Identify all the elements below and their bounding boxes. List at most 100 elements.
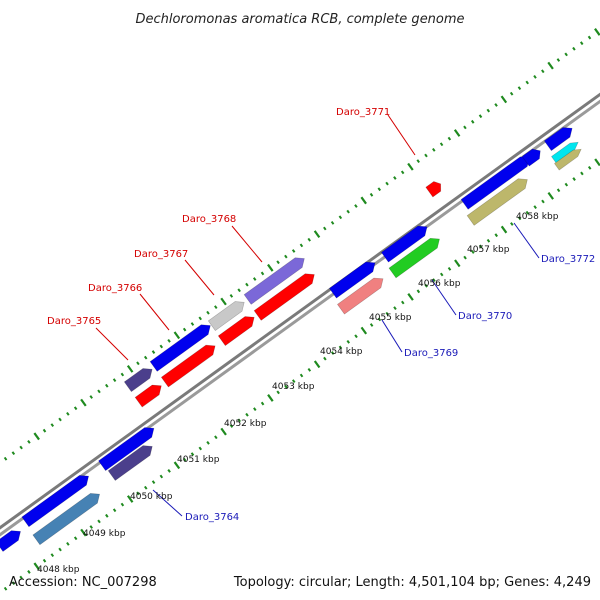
gene-label-daro-3772[interactable]: Daro_3772 — [541, 254, 595, 265]
gene-label-daro-3771[interactable]: Daro_3771 — [336, 107, 390, 118]
gene-red-3[interactable] — [217, 312, 257, 346]
gene-reverse-left[interactable] — [32, 489, 103, 546]
tick-row-inner-tick — [500, 225, 508, 234]
tick-row-outer-tick — [97, 389, 101, 394]
leader-line-reverse — [381, 319, 403, 353]
gene-cyan[interactable] — [551, 139, 580, 164]
scale-label-4058: 4058 kbp — [516, 212, 559, 222]
tick-row-inner-tick — [313, 360, 321, 369]
tick-row-inner-tick — [237, 418, 241, 423]
tick-row-inner-tick — [454, 259, 461, 268]
gene-khaki-small[interactable] — [554, 146, 583, 171]
gene-daro-3770[interactable] — [388, 234, 443, 279]
tick-row-inner-tick — [58, 547, 62, 552]
tick-row-inner-tick — [151, 480, 156, 485]
tick-row-outer-tick — [547, 61, 554, 70]
tick-row-inner-tick — [173, 461, 181, 470]
gene-labels-forward: Daro_3765 Daro_3766 Daro_3767 Daro_3768 … — [47, 107, 390, 327]
tick-row-outer-tick — [400, 170, 405, 175]
tick-row-inner-tick — [144, 485, 148, 490]
tick-row-inner-tick — [284, 384, 288, 389]
tick-row-inner-tick — [547, 192, 554, 200]
tick-row-inner-tick — [190, 452, 195, 456]
leader-line-forward — [231, 225, 263, 263]
tick-row-inner-tick — [126, 495, 134, 503]
tick-row-outer-tick — [112, 378, 117, 383]
gene-daro-3764[interactable] — [107, 441, 156, 481]
tick-row-outer-tick — [252, 277, 257, 281]
gene-red-2[interactable] — [160, 341, 218, 388]
gene-small-2[interactable] — [543, 123, 575, 152]
gene-forward-left[interactable] — [21, 471, 92, 528]
tick-row-inner-tick — [198, 446, 203, 451]
tick-row-inner-tick — [580, 171, 584, 176]
scale-label-4053: 4053 kbp — [272, 382, 315, 392]
tick-row-outer-tick — [330, 221, 335, 225]
gene-daro-3769-upper[interactable] — [328, 258, 378, 299]
tick-row-outer-tick — [346, 209, 350, 214]
tick-row-inner-tick — [478, 244, 483, 249]
tick-row-outer-tick — [80, 398, 87, 407]
tick-row-inner-tick — [432, 278, 436, 282]
tick-row-inner-tick — [66, 541, 70, 546]
tick-row-inner-tick — [393, 306, 397, 311]
tick-row-outer-tick — [385, 181, 389, 186]
gene-red-4[interactable] — [253, 270, 318, 321]
tick-row-outer-tick — [453, 129, 461, 137]
tick-row-outer-tick — [393, 176, 397, 180]
tick-row-outer-tick — [206, 310, 210, 315]
gene-small-1[interactable] — [521, 146, 544, 167]
gene-daro-3764-upper[interactable] — [98, 423, 158, 472]
tick-row-outer-tick — [284, 254, 288, 259]
gene-label-daro-3766[interactable]: Daro_3766 — [88, 283, 142, 294]
tick-row-inner-tick — [463, 255, 467, 260]
gene-label-daro-3769[interactable]: Daro_3769 — [404, 348, 458, 359]
tick-row-inner-tick — [587, 165, 592, 170]
tick-row-inner-tick — [11, 581, 16, 586]
tick-row-inner-tick — [267, 394, 274, 402]
tick-row-inner-tick — [182, 457, 187, 462]
tick-row-outer-tick — [89, 395, 93, 399]
gene-label-daro-3767[interactable]: Daro_3767 — [134, 249, 188, 260]
tick-row-outer-tick — [470, 119, 475, 124]
tick-row-inner-tick — [494, 233, 498, 238]
tick-row-outer-tick — [564, 52, 568, 57]
tick-row-outer-tick — [313, 230, 321, 239]
tick-row-outer-tick — [594, 28, 600, 36]
tick-row-outer-tick — [58, 417, 62, 422]
tick-row-outer-tick — [229, 294, 234, 298]
gene-forward-edge[interactable] — [0, 527, 24, 552]
tick-row-inner-tick — [214, 435, 218, 440]
tick-rows — [3, 28, 600, 591]
tick-row-inner-tick — [253, 407, 257, 412]
tick-row-outer-tick — [572, 46, 576, 51]
tick-row-outer-tick — [198, 316, 202, 321]
gene-daro-3769[interactable] — [336, 274, 386, 315]
gene-daro-3770-upper[interactable] — [380, 222, 430, 263]
gene-daro-3771[interactable] — [425, 179, 444, 198]
tick-row-inner-tick — [447, 266, 452, 271]
gene-red-1[interactable] — [134, 381, 165, 408]
tick-row-outer-tick — [533, 74, 537, 79]
tick-row-outer-tick — [42, 428, 47, 433]
gene-daro-3767[interactable] — [207, 297, 247, 331]
tick-row-outer-tick — [556, 58, 561, 62]
gene-label-daro-3768[interactable]: Daro_3768 — [182, 214, 236, 225]
gene-daro-3768[interactable] — [243, 254, 308, 305]
gene-daro-3772[interactable] — [466, 175, 531, 226]
gene-label-daro-3764[interactable]: Daro_3764 — [185, 512, 239, 523]
gene-label-daro-3770[interactable]: Daro_3770 — [458, 311, 512, 322]
gene-label-daro-3765[interactable]: Daro_3765 — [47, 316, 101, 327]
genome-summary-text: Topology: circular; Length: 4,501,104 bp… — [233, 575, 591, 590]
tick-row-inner-tick — [439, 272, 444, 277]
gene-daro-3766[interactable] — [149, 321, 214, 372]
tick-row-inner-tick — [206, 440, 210, 445]
leader-line-forward — [139, 293, 170, 331]
tick-row-outer-tick — [66, 411, 70, 416]
gene-daro-3765[interactable] — [123, 364, 155, 393]
tick-row-inner-tick — [346, 339, 351, 344]
tick-row-outer-tick — [27, 440, 31, 444]
tick-row-outer-tick — [73, 406, 78, 411]
tick-row-outer-tick — [33, 432, 40, 441]
